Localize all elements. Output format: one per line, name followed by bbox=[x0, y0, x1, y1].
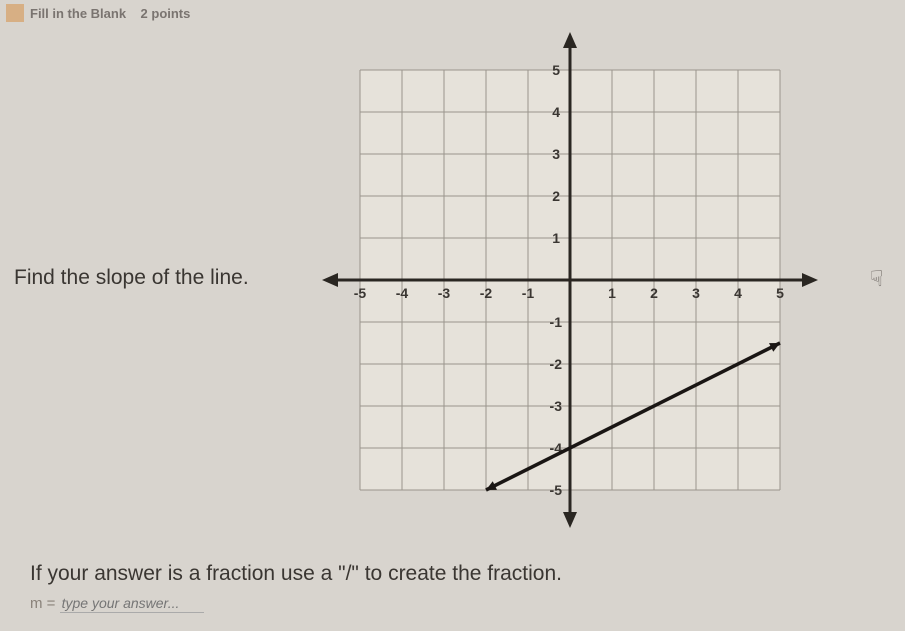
svg-text:2: 2 bbox=[650, 285, 658, 301]
svg-text:-3: -3 bbox=[550, 398, 563, 414]
svg-text:-3: -3 bbox=[438, 285, 451, 301]
answer-prefix: m = bbox=[30, 595, 55, 612]
answer-input[interactable] bbox=[60, 594, 204, 613]
svg-text:1: 1 bbox=[608, 285, 616, 301]
svg-text:5: 5 bbox=[552, 62, 560, 78]
svg-text:-5: -5 bbox=[550, 482, 563, 498]
question-type-label: Fill in the Blank bbox=[30, 6, 126, 21]
svg-text:-5: -5 bbox=[354, 285, 367, 301]
question-header: Fill in the Blank 2 points bbox=[30, 6, 190, 21]
question-type-marker bbox=[6, 4, 24, 22]
svg-text:-1: -1 bbox=[550, 314, 563, 330]
answer-instruction: If your answer is a fraction use a "/" t… bbox=[30, 562, 562, 586]
svg-text:-1: -1 bbox=[522, 285, 535, 301]
svg-text:1: 1 bbox=[552, 230, 560, 246]
question-prompt: Find the slope of the line. bbox=[14, 266, 249, 290]
pointer-cursor-icon: ☟ bbox=[870, 266, 883, 292]
svg-text:-4: -4 bbox=[396, 285, 409, 301]
coordinate-graph: -5-4-3-2-11234512345-1-2-3-4-5 bbox=[310, 20, 830, 530]
svg-text:-2: -2 bbox=[550, 356, 563, 372]
svg-text:5: 5 bbox=[776, 285, 784, 301]
svg-text:4: 4 bbox=[734, 285, 742, 301]
svg-text:4: 4 bbox=[552, 104, 560, 120]
graph-svg: -5-4-3-2-11234512345-1-2-3-4-5 bbox=[310, 20, 830, 540]
answer-row: m = bbox=[30, 594, 204, 613]
question-points-label: 2 points bbox=[141, 6, 191, 21]
svg-text:3: 3 bbox=[552, 146, 560, 162]
svg-text:3: 3 bbox=[692, 285, 700, 301]
svg-text:-2: -2 bbox=[480, 285, 493, 301]
svg-text:2: 2 bbox=[552, 188, 560, 204]
